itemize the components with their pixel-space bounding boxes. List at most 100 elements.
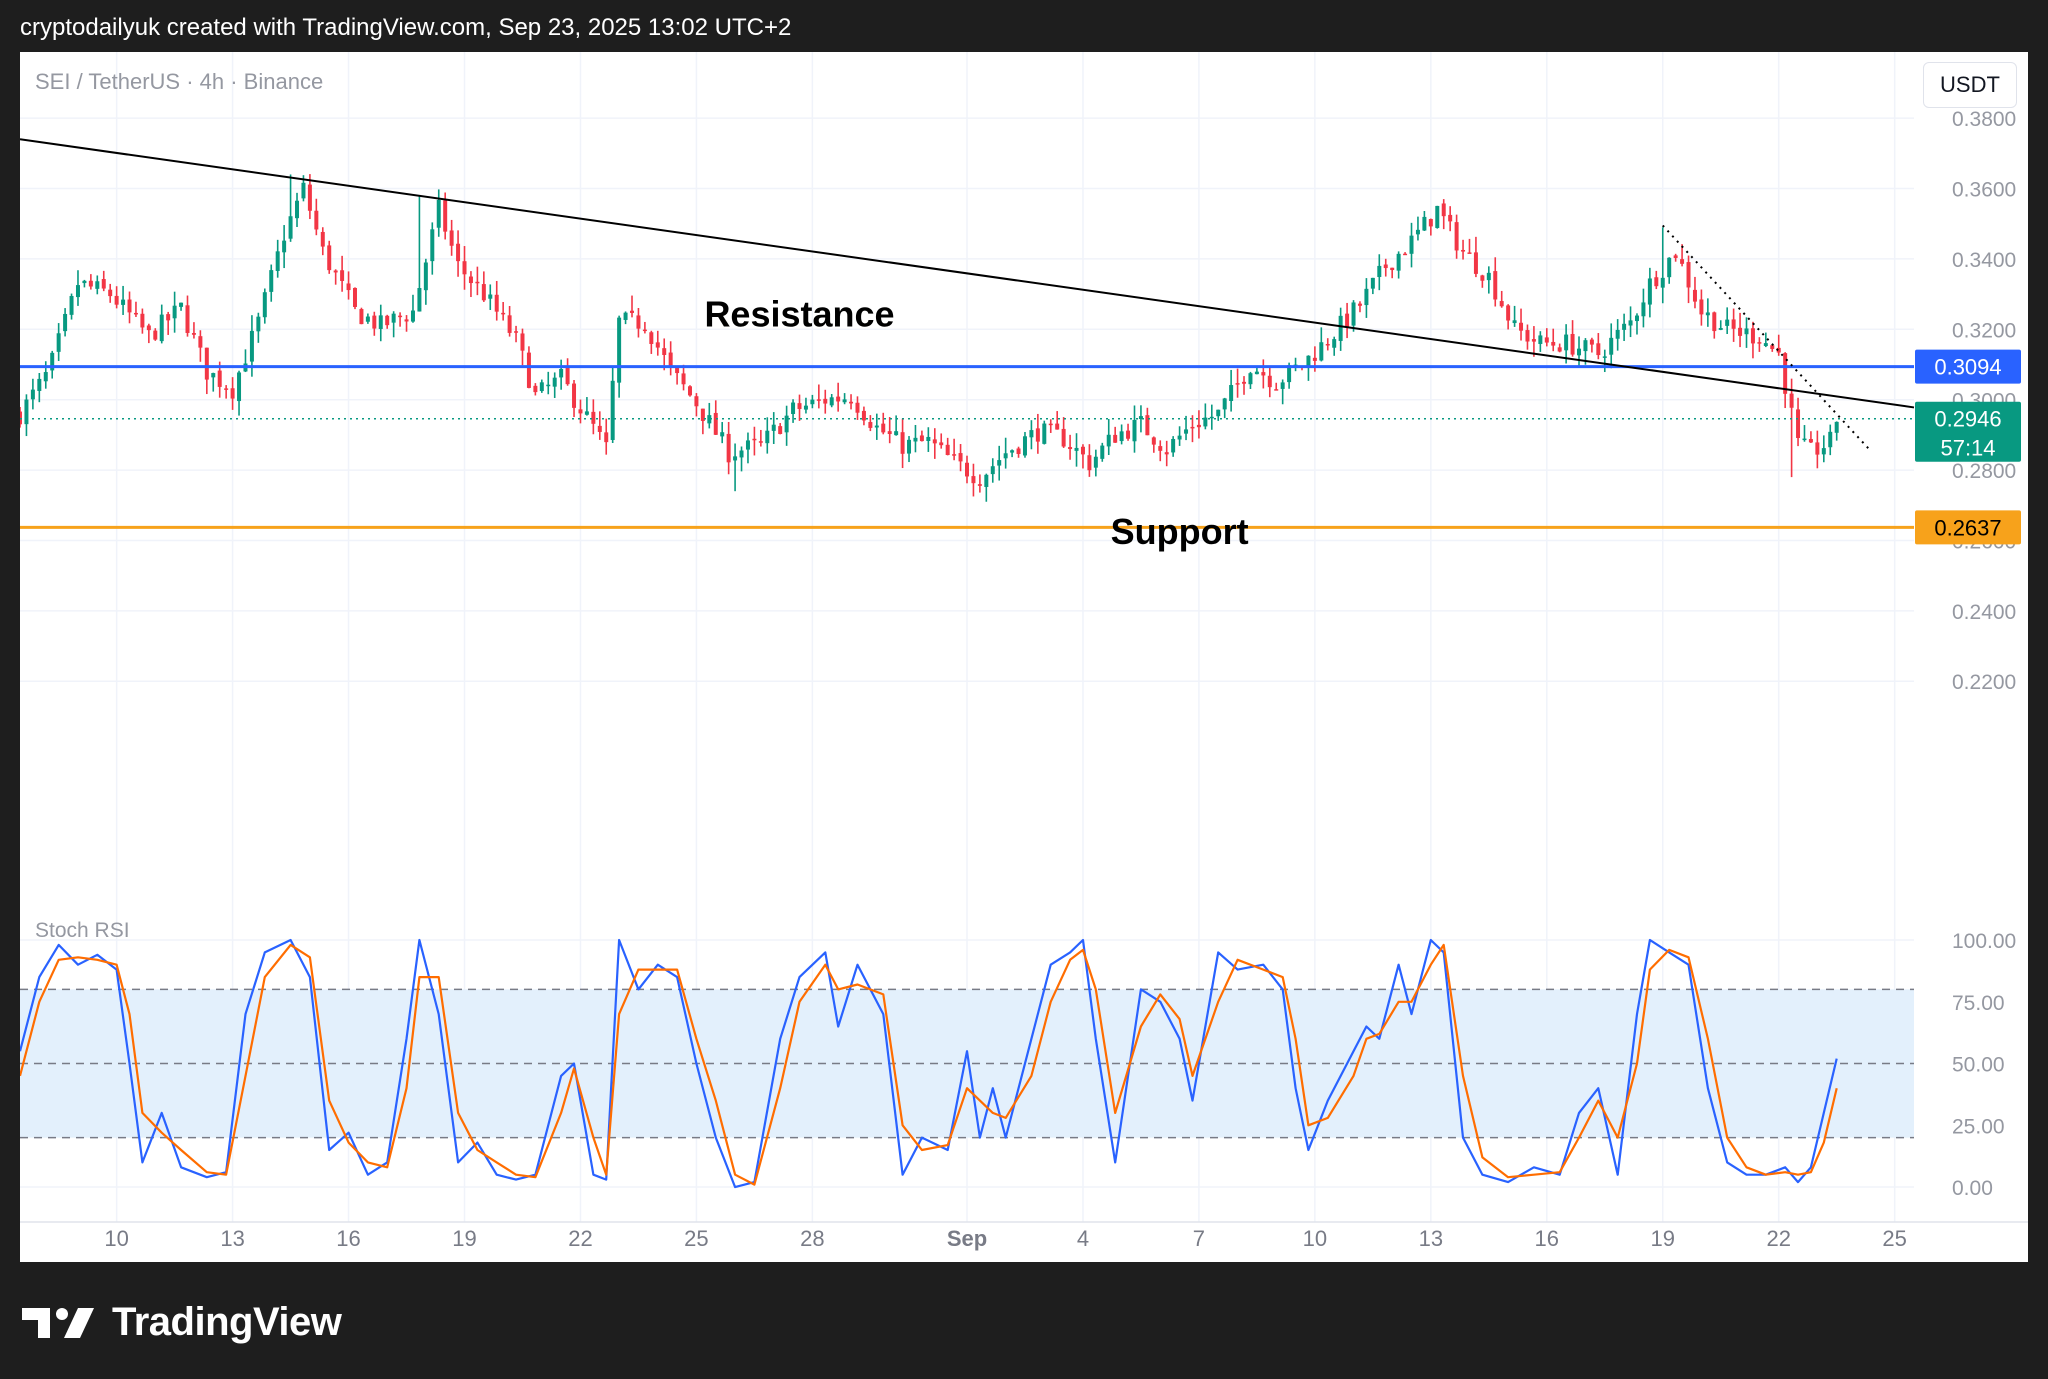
candle-body (945, 444, 950, 456)
price-tick-label: 0.3200 (1952, 319, 2016, 342)
stoch-rsi-d-line (20, 943, 1838, 1186)
candle-body (1364, 288, 1369, 306)
chart-canvas[interactable]: Resistance Support Stoch RSI 0.3800 0.3600 0.… (20, 52, 2028, 1262)
candle-body (1068, 447, 1073, 450)
price-tick-label: 0.2800 (1952, 460, 2016, 483)
candle-body (1647, 278, 1652, 305)
candle-body (262, 292, 267, 318)
candle-body (707, 415, 712, 424)
candle-body (836, 396, 841, 402)
candle-body (1409, 235, 1414, 254)
candle-body (1692, 289, 1697, 302)
annotation-support: Support (1111, 511, 1249, 552)
candle-body (488, 294, 493, 299)
candle-body (842, 399, 847, 403)
candle-body (1080, 446, 1085, 455)
candle-body (288, 216, 293, 239)
candle-body (733, 456, 738, 461)
candle-body (610, 380, 615, 440)
candle-body (1403, 253, 1408, 256)
candle-body (1757, 342, 1762, 344)
trendline-short-term (1662, 224, 1870, 450)
candle-body (1705, 312, 1710, 316)
candle-body (314, 210, 319, 230)
candle-body (1029, 430, 1034, 438)
time-tick-label: Sep (947, 1226, 987, 1251)
candle-body (1589, 339, 1594, 345)
candle-body (526, 352, 531, 388)
candle-body (501, 312, 506, 315)
candle-body (1422, 216, 1427, 231)
candle-body (1016, 448, 1021, 454)
candle-body (1370, 277, 1375, 289)
candle-body (1660, 277, 1665, 288)
candle-body (191, 333, 196, 335)
candle-body (539, 382, 544, 392)
candle-body (307, 184, 312, 211)
candle-body (913, 437, 918, 442)
candle-body (720, 432, 725, 437)
symbol-label: SEI / TetherUS · 4h · Binance (35, 69, 324, 94)
candle-body (1551, 341, 1556, 346)
candle-body (919, 435, 924, 442)
candle-body (1093, 456, 1098, 468)
candle-body (649, 332, 654, 344)
candle-body (778, 426, 783, 434)
candle-body (1834, 421, 1839, 433)
candle-body (301, 182, 306, 199)
brand-logo: TradingView (22, 1300, 342, 1345)
candle-body (1196, 424, 1201, 428)
candle-body (1557, 347, 1562, 352)
candle-body (623, 312, 628, 320)
candle-body (1151, 437, 1156, 445)
candle-body (1254, 371, 1259, 375)
candle-body (423, 262, 428, 291)
candle-body (385, 315, 390, 326)
candle-body (1596, 343, 1601, 356)
candle-body (1338, 315, 1343, 341)
candle-body (1776, 347, 1781, 353)
candle-body (855, 402, 860, 413)
candle-body (1731, 319, 1736, 329)
candle-body (1783, 353, 1788, 394)
time-tick-label: 19 (1651, 1226, 1675, 1251)
candle-body (1022, 436, 1027, 456)
candle-body (1325, 343, 1330, 346)
candle-body (1750, 328, 1755, 344)
candle-body (990, 466, 995, 475)
candle-body (1808, 439, 1813, 443)
candle-body (1486, 272, 1491, 281)
price-tick-label: 0.3600 (1952, 179, 2016, 202)
chart-frame[interactable]: Resistance Support Stoch RSI 0.3800 0.3600 0.… (20, 52, 2028, 1262)
candle-body (597, 425, 602, 432)
candle-body (404, 319, 409, 322)
candle-body (475, 281, 480, 284)
candle-body (1306, 355, 1311, 366)
candle-body (1699, 299, 1704, 315)
candle-body (823, 398, 828, 404)
candle-body (327, 245, 332, 271)
candle-body (1480, 275, 1485, 281)
candle-body (295, 200, 300, 219)
candle-body (24, 399, 29, 425)
candle-body (1184, 429, 1189, 434)
candle-body (1796, 409, 1801, 438)
price-tick-label: 0.3800 (1952, 108, 2016, 131)
top-bar: cryptodailyuk created with TradingView.c… (0, 0, 2048, 52)
candle-body (391, 313, 396, 323)
candle-body (900, 432, 905, 454)
candle-body (56, 333, 61, 352)
candle-body (849, 401, 854, 404)
candle-body (739, 450, 744, 458)
candle-body (456, 243, 461, 262)
candle-body (224, 388, 229, 390)
candle-body (1667, 257, 1672, 278)
currency-unit-button[interactable]: USDT (1923, 62, 2017, 108)
candle-body (69, 295, 74, 315)
candle-body (713, 412, 718, 435)
candle-body (1583, 340, 1588, 352)
candle-body (166, 314, 171, 321)
candle-body (617, 317, 622, 383)
candle-body (37, 378, 42, 391)
time-tick-label: 22 (568, 1226, 592, 1251)
